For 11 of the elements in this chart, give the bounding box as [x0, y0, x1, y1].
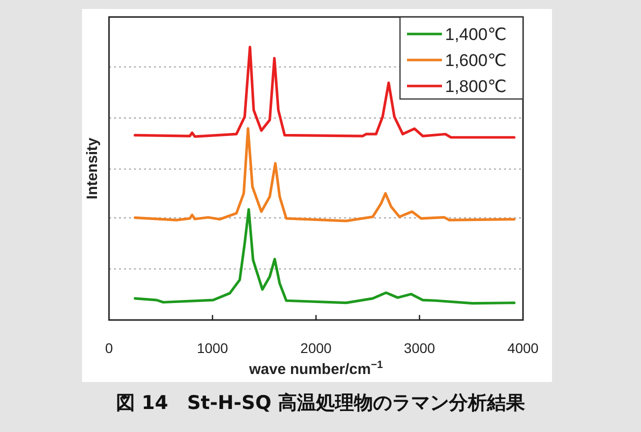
legend-label: 1,800℃ — [445, 77, 507, 96]
y-axis-title: Intensity — [84, 137, 101, 200]
x-tick-label: 2000 — [300, 340, 332, 356]
legend-label: 1,400℃ — [445, 25, 507, 44]
legend-label: 1,600℃ — [445, 51, 507, 70]
caption: 図 14 St-H-SQ 高温処理物のラマン分析結果 — [116, 392, 526, 414]
x-tick-label: 1000 — [196, 340, 228, 356]
x-tick-label: 0 — [105, 340, 114, 356]
x-axis-title: wave number/cm$^{−1}$ — [248, 359, 383, 378]
x-tick-label: 3000 — [404, 340, 436, 356]
x-tick-label: 4000 — [507, 340, 539, 356]
